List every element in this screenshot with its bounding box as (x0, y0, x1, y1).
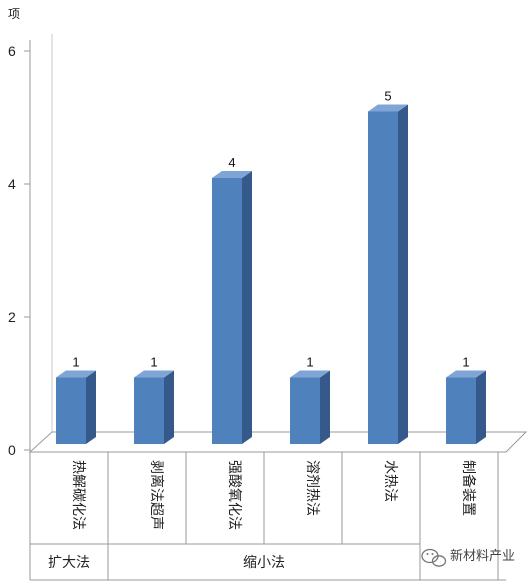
bar (212, 171, 252, 444)
wechat-logo-icon (422, 550, 446, 567)
bar (290, 371, 330, 445)
group-label: 缩小法 (243, 555, 285, 571)
data-label: 1 (306, 355, 313, 370)
bar-front (212, 178, 242, 444)
bar-front (368, 112, 398, 445)
y-tick-label: 0 (8, 442, 16, 458)
bar-side (242, 171, 252, 444)
bar-front (290, 378, 320, 445)
watermark: 新材料产业 (422, 548, 515, 566)
bar (134, 371, 174, 445)
category-labels: 热解碳化法 剥离法超声 强酸氧化法 溶剂热法 水热法 制备装置 (70, 460, 477, 530)
data-label: 4 (228, 155, 235, 170)
bars (56, 105, 486, 445)
y-tick-label: 4 (8, 176, 16, 192)
bar-side (86, 371, 96, 445)
group-labels: 扩大法 缩小法 (48, 555, 285, 571)
category-label: 溶剂热法 (304, 460, 320, 516)
bar-side (476, 371, 486, 445)
bar-front (134, 378, 164, 445)
bar-side (320, 371, 330, 445)
category-label: 热解碳化法 (70, 460, 86, 530)
category-label: 制备装置 (460, 460, 477, 516)
bar-front (446, 378, 476, 445)
y-tick-label: 2 (8, 309, 16, 325)
bar-front (56, 378, 86, 445)
group-label: 扩大法 (48, 555, 90, 571)
bar-side (398, 105, 408, 445)
bar-side (164, 371, 174, 445)
bar (368, 105, 408, 445)
data-label: 5 (384, 89, 391, 104)
bar (56, 371, 96, 445)
data-labels: 1 1 4 1 5 1 (72, 89, 469, 370)
y-tick-label: 6 (8, 43, 16, 59)
bar (446, 371, 486, 445)
category-label: 强酸氧化法 (226, 460, 242, 530)
y-ticks: 0 2 4 6 (8, 43, 30, 458)
data-label: 1 (462, 355, 469, 370)
y-axis-unit-label: 项 (8, 7, 20, 21)
data-label: 1 (150, 355, 157, 370)
category-label: 水热法 (382, 460, 398, 502)
category-label: 剥离法超声 (148, 460, 165, 530)
watermark-text: 新材料产业 (450, 548, 515, 564)
data-label: 1 (72, 355, 79, 370)
